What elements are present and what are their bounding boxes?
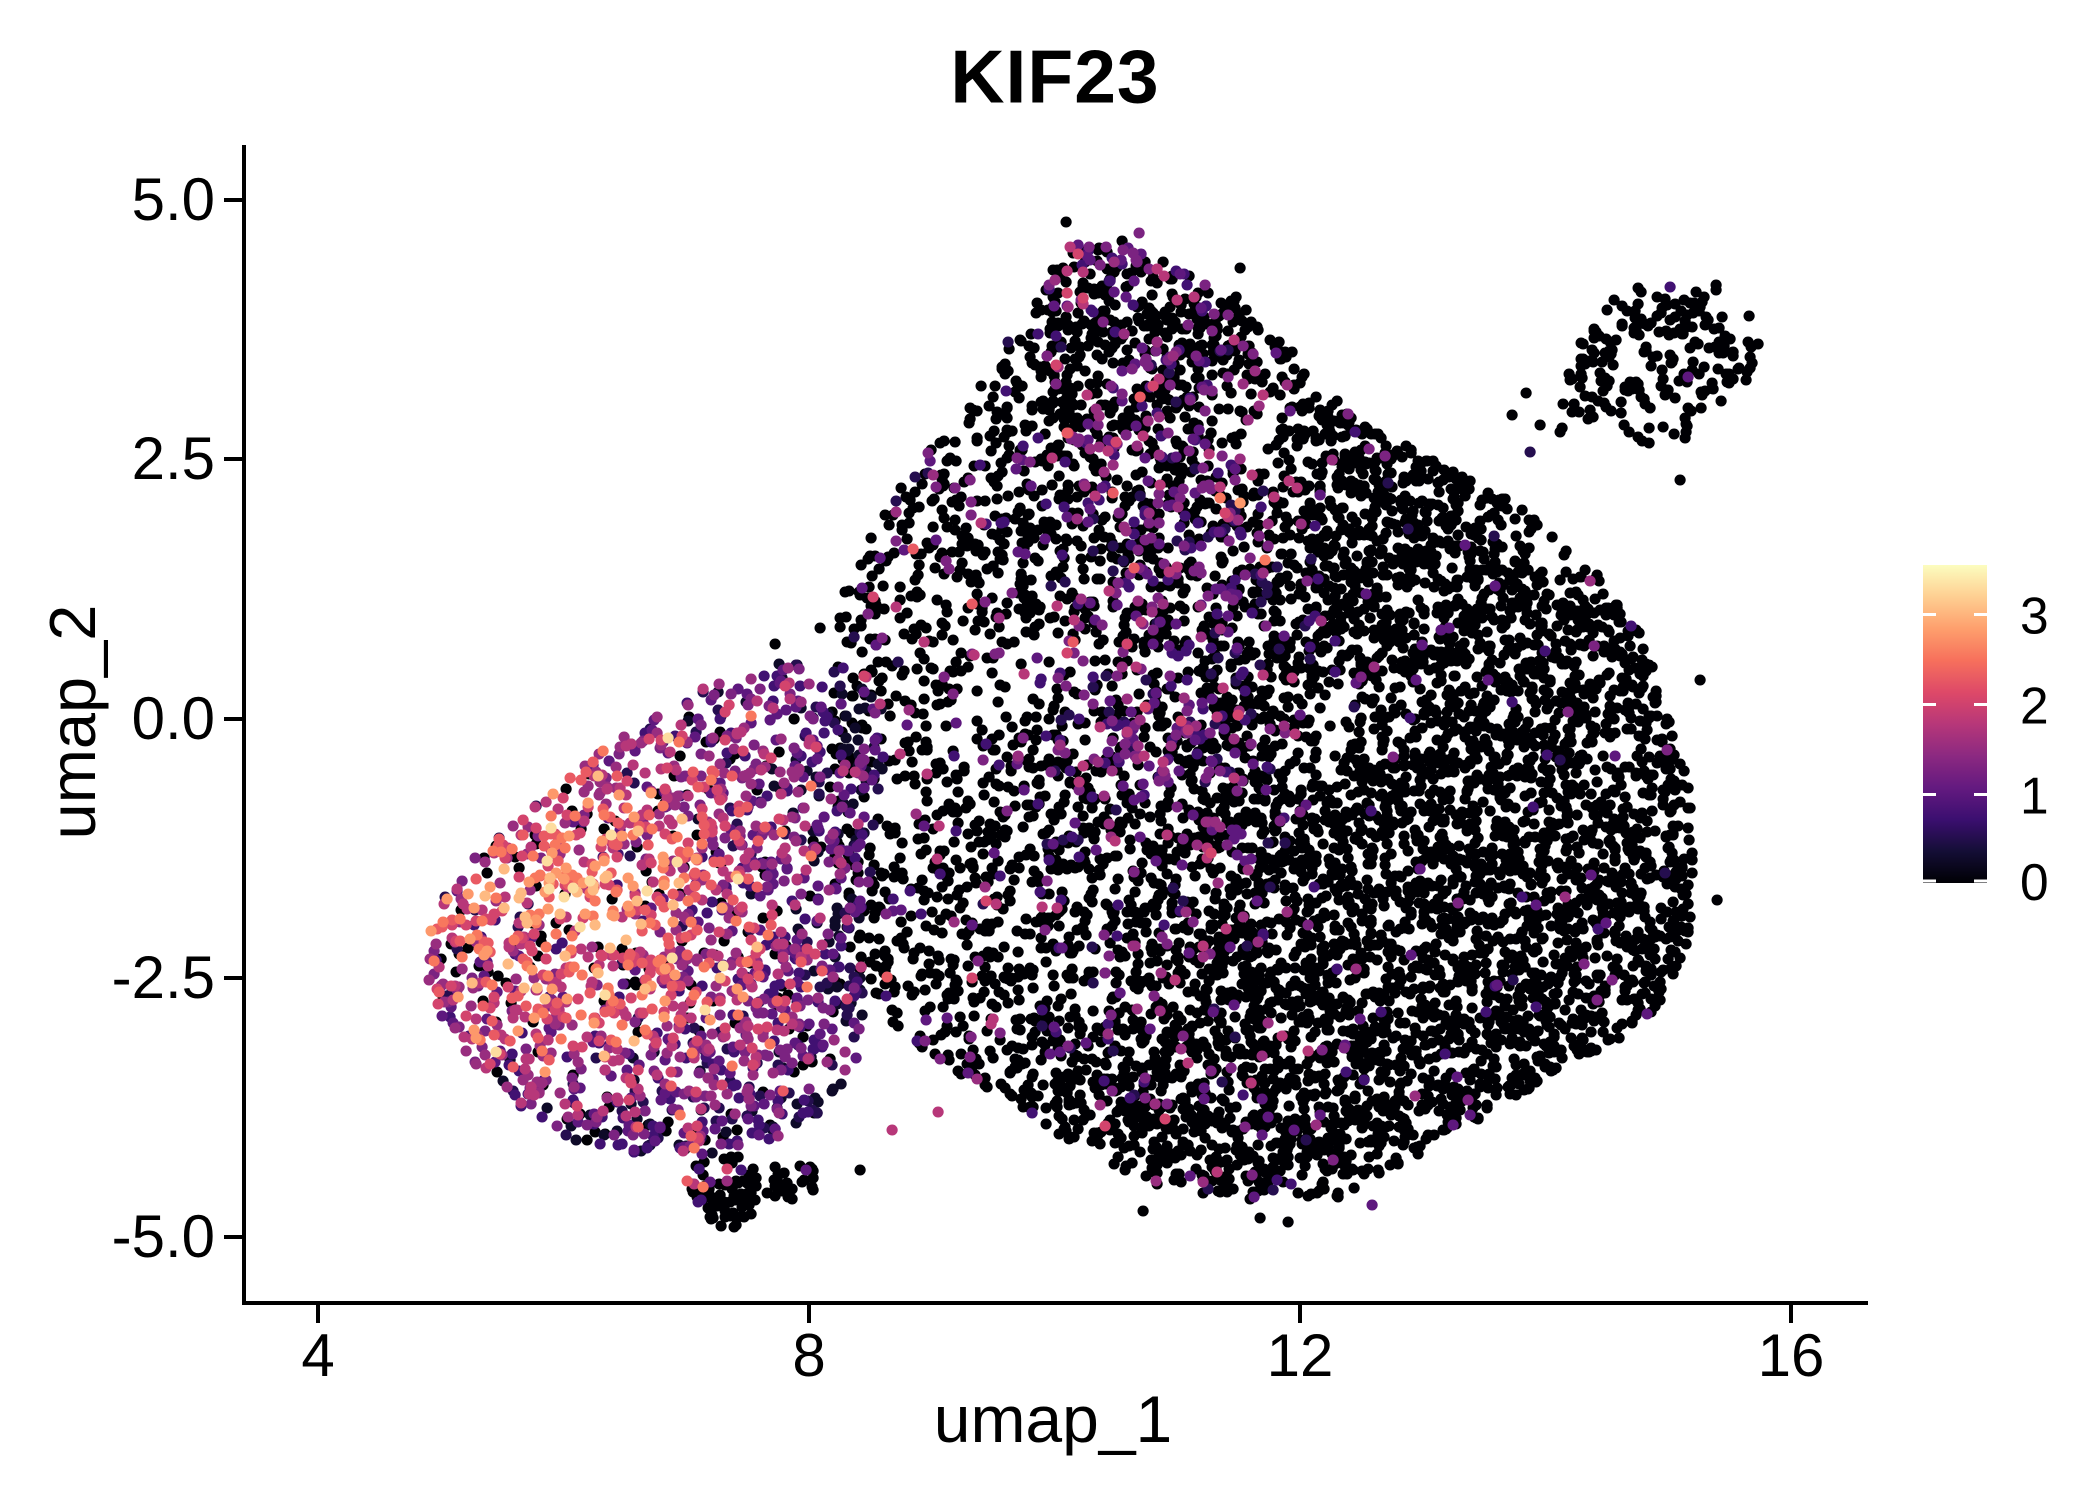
- svg-text:4: 4: [301, 1322, 334, 1389]
- svg-text:2.5: 2.5: [132, 425, 215, 492]
- svg-text:12: 12: [1267, 1322, 1334, 1389]
- svg-text:3: 3: [2020, 587, 2049, 645]
- svg-text:0: 0: [2020, 853, 2049, 911]
- svg-text:umap_1: umap_1: [934, 1382, 1173, 1456]
- svg-text:16: 16: [1758, 1322, 1825, 1389]
- svg-text:-2.5: -2.5: [112, 944, 215, 1011]
- svg-text:0.0: 0.0: [132, 685, 215, 752]
- svg-text:KIF23: KIF23: [950, 35, 1159, 119]
- svg-text:1: 1: [2020, 767, 2049, 825]
- svg-text:-5.0: -5.0: [112, 1203, 215, 1270]
- svg-text:umap_2: umap_2: [36, 605, 109, 840]
- svg-text:5.0: 5.0: [132, 166, 215, 233]
- svg-text:2: 2: [2020, 677, 2049, 735]
- svg-text:8: 8: [792, 1322, 825, 1389]
